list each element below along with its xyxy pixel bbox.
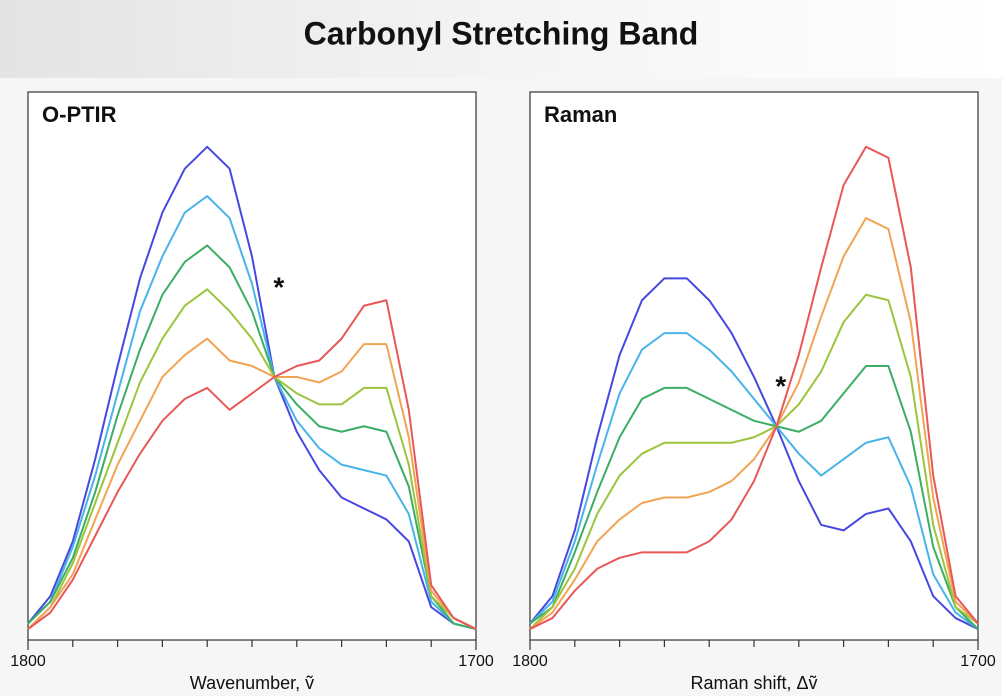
spectrum-line [27,145,477,631]
spectrum-line [529,293,979,630]
x-tick-label: 1700 [458,653,494,670]
x-tick-label: 1700 [960,653,996,670]
x-axis-label: Raman shift, Δṽ [690,673,817,693]
spectrum-line [529,217,979,630]
x-tick-label: 1800 [10,653,46,670]
title-banner [0,0,1002,78]
spectrum-line [27,288,477,630]
panel-title: Raman [544,102,617,127]
spectrum-line [529,332,979,630]
x-tick-label: 1800 [512,653,548,670]
panel-title: O-PTIR [42,102,117,127]
plot-area [529,91,979,641]
spectrum-line [27,337,477,630]
annotation: * [273,272,284,303]
spectrum-line [529,277,979,630]
spectrum-line [529,145,979,630]
spectrum-line [27,299,477,630]
x-axis-label: Wavenumber, ṽ [190,673,314,693]
spectrum-line [529,365,979,630]
figure-title: Carbonyl Stretching Band [304,15,699,51]
spectrum-line [27,244,477,631]
annotation: * [775,370,786,401]
spectrum-line [27,195,477,631]
